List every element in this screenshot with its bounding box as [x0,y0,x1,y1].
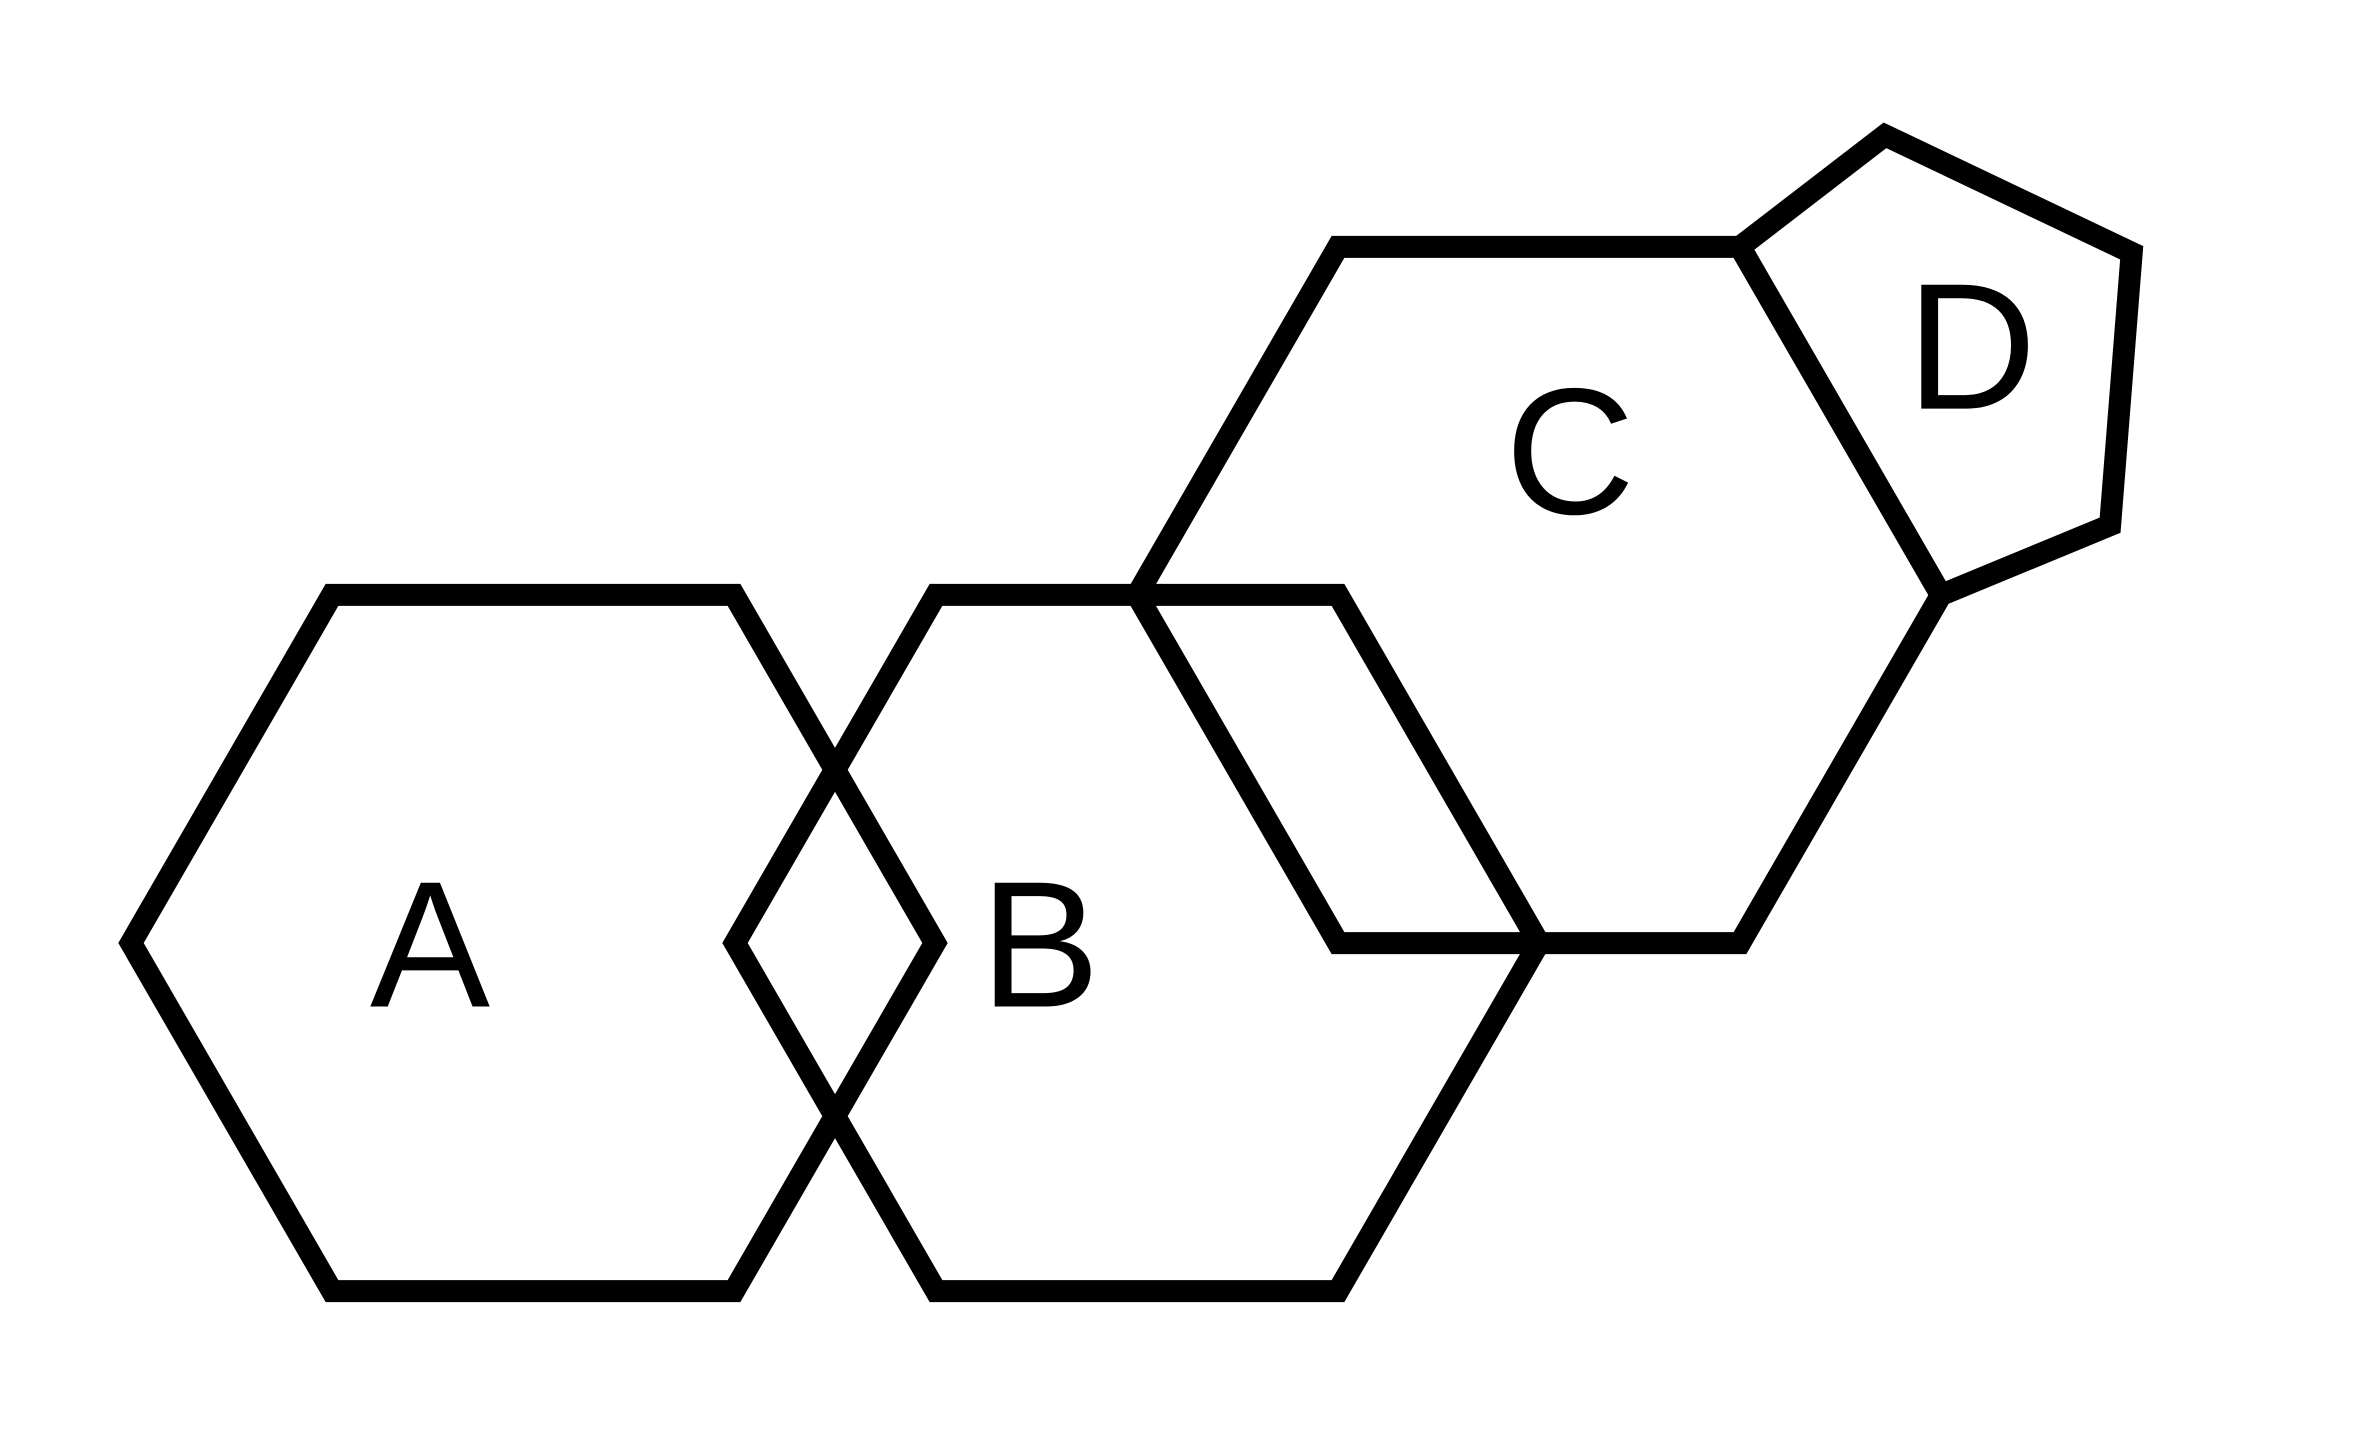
ring-a-label: A [370,845,490,1046]
ring-c-label: C [1505,352,1635,553]
ring-b-label: B [980,845,1100,1046]
steroid-ring-diagram: A B C D [0,0,2362,1432]
ring-a-shape [131,595,935,1291]
ring-d-label: D [1907,247,2037,448]
